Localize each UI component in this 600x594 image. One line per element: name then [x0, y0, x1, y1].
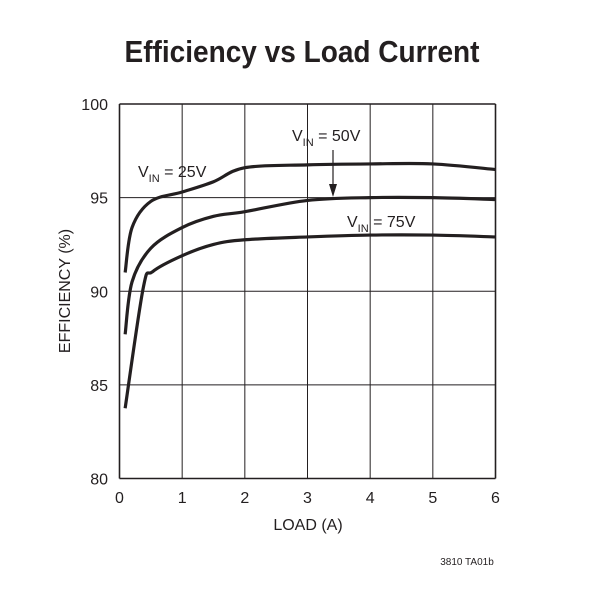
x-tick-label: 1 — [178, 490, 187, 507]
series-label: VIN = 50V — [292, 128, 361, 149]
y-tick-label: 90 — [90, 284, 108, 301]
y-axis-label: EFFICIENCY (%) — [57, 229, 74, 353]
chart-title: Efficiency vs Load Current — [125, 34, 480, 69]
y-tick-label: 80 — [90, 472, 108, 489]
x-axis-label: LOAD (A) — [273, 517, 342, 534]
series-line — [123, 195, 496, 335]
x-tick-label: 3 — [303, 490, 312, 507]
x-tick-label: 4 — [366, 490, 375, 507]
x-tick-label: 6 — [491, 490, 500, 507]
figure-code: 3810 TA01b — [440, 557, 494, 568]
series-line — [123, 233, 496, 409]
y-tick-label: 85 — [90, 378, 108, 395]
y-tick-label: 95 — [90, 191, 108, 208]
series-label: VIN = 75V — [347, 214, 416, 235]
arrow-head-icon — [329, 184, 337, 197]
x-tick-label: 0 — [115, 490, 124, 507]
series-label: VIN = 25V — [138, 164, 207, 185]
x-tick-label: 5 — [428, 490, 437, 507]
series-line — [123, 161, 496, 273]
y-tick-label: 100 — [81, 97, 108, 114]
x-tick-label: 2 — [240, 490, 249, 507]
